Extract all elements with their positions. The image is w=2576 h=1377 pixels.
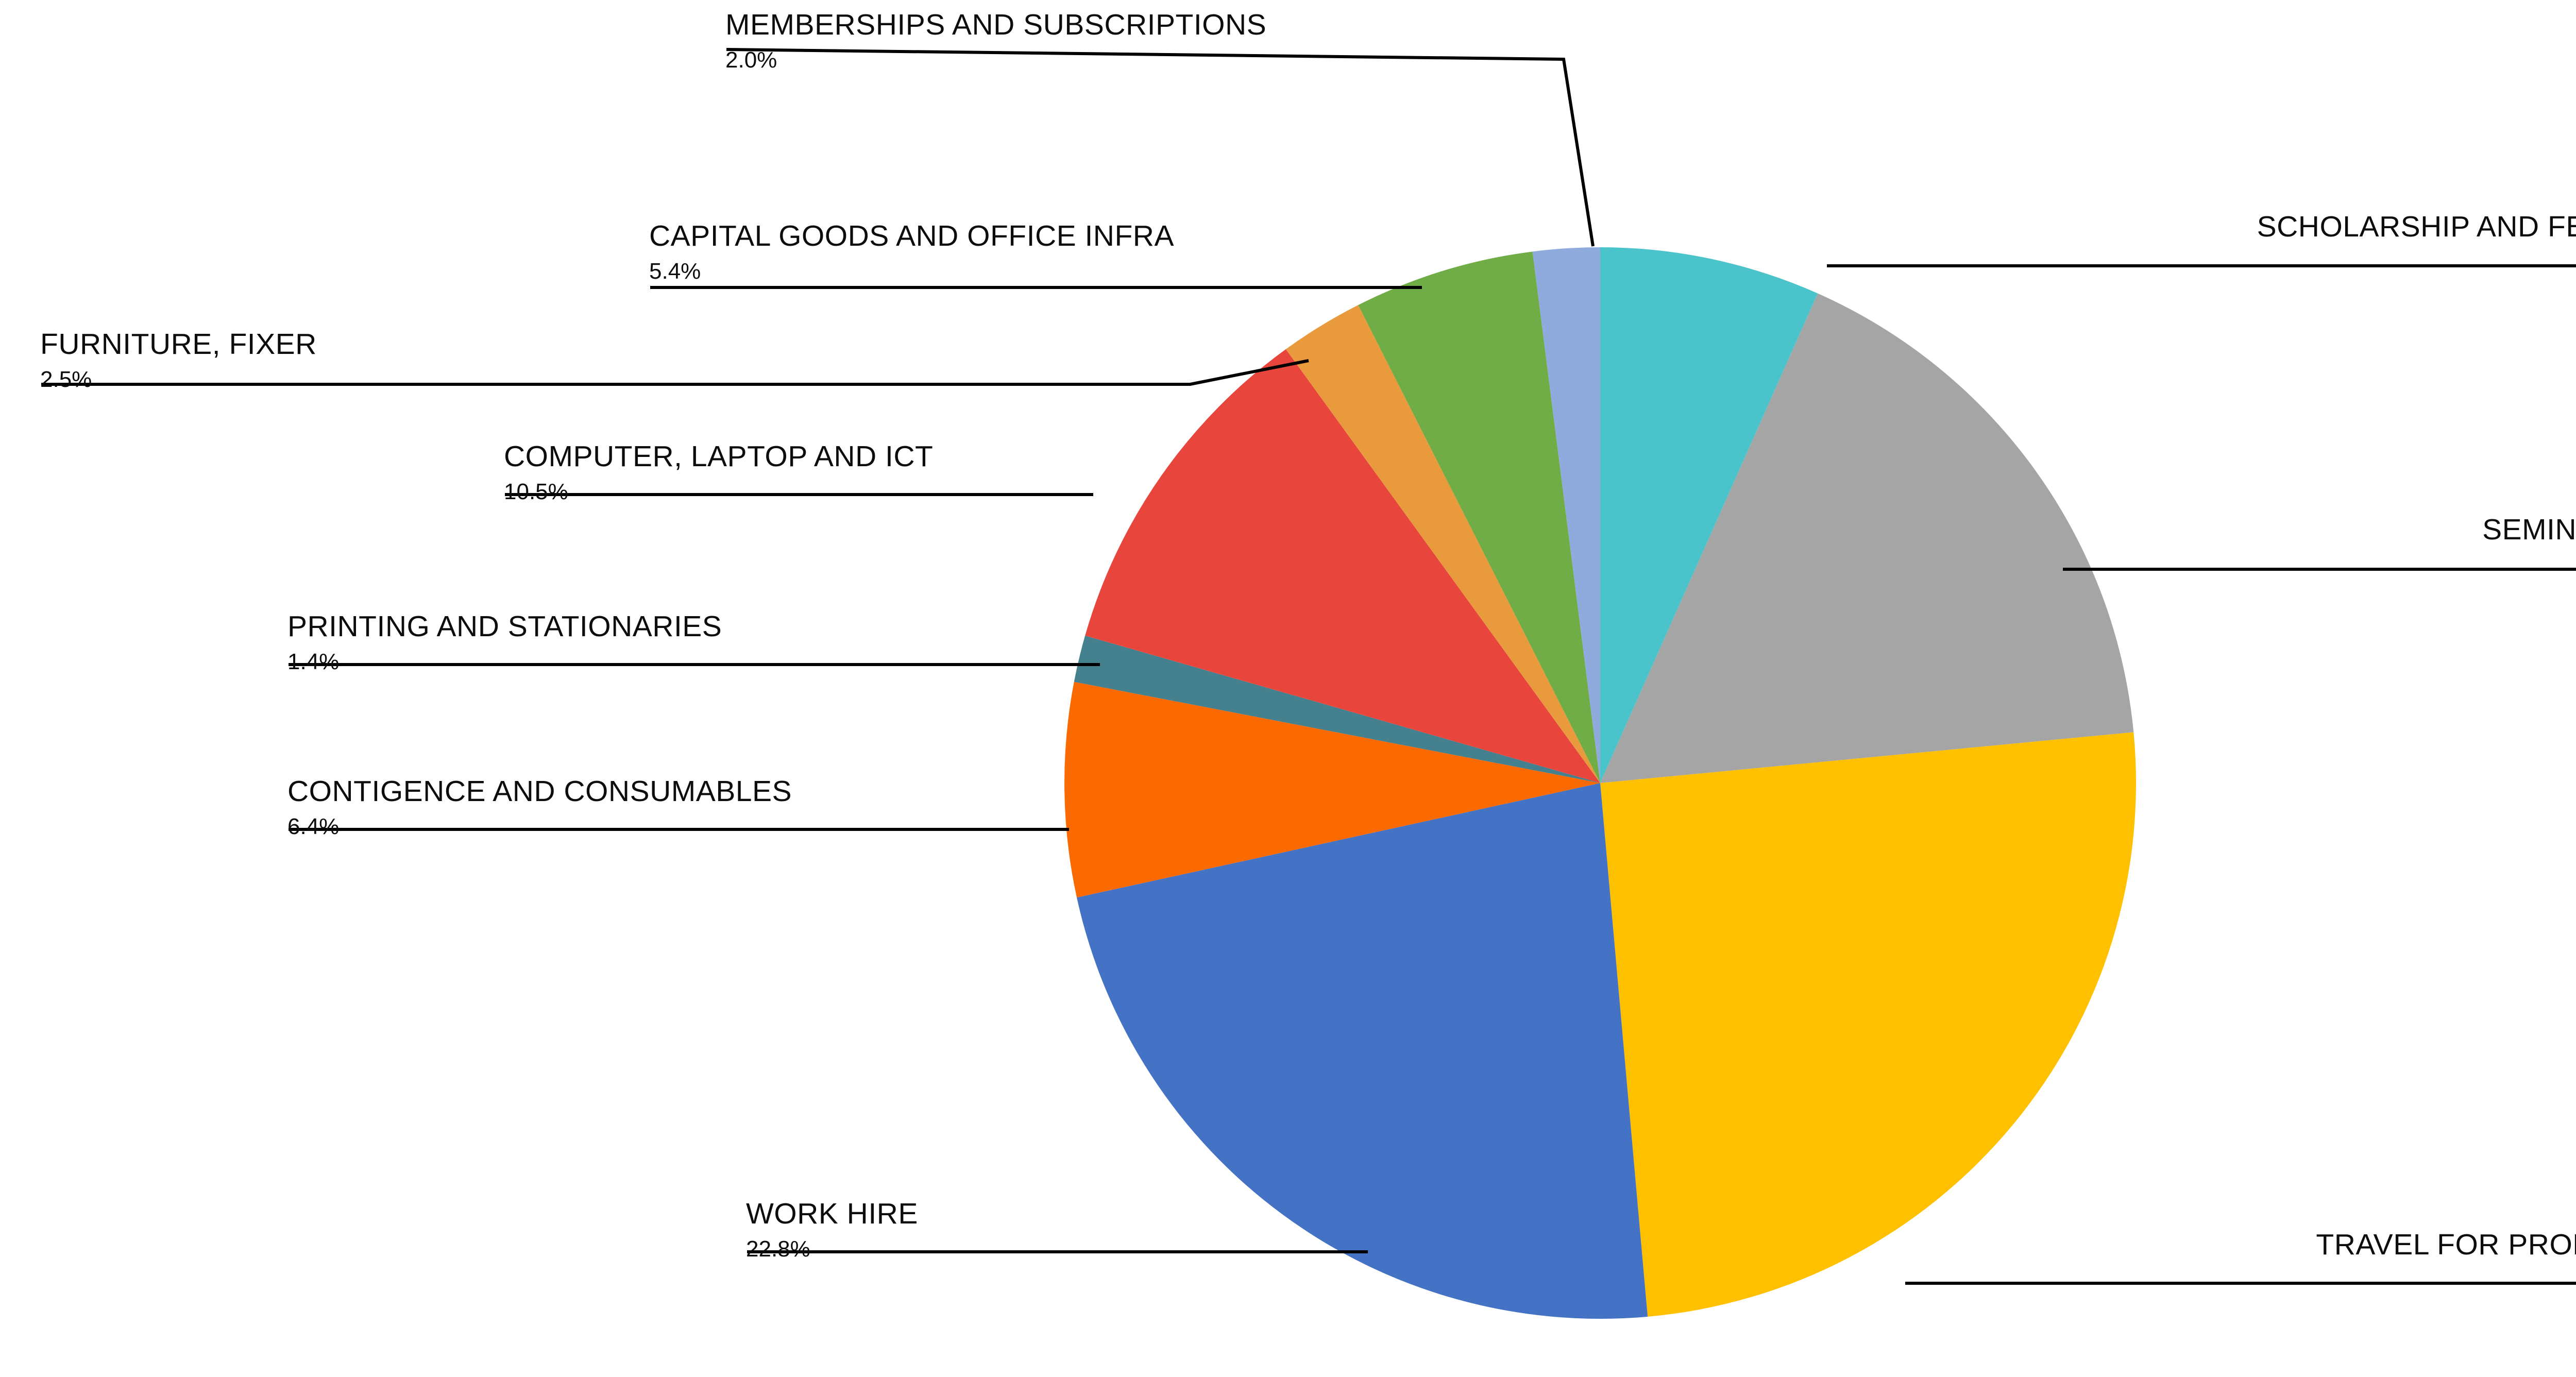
label-work-hire-percent: 22.8% bbox=[746, 1236, 810, 1262]
label-travel: TRAVEL FOR PROMOTION OF INTERNATIONAL RE… bbox=[2316, 1230, 2576, 1291]
label-computer: COMPUTER, LAPTOP AND ICT 10.5% bbox=[504, 442, 933, 503]
label-capital-goods-percent: 5.4% bbox=[649, 259, 701, 284]
label-capital-goods: CAPITAL GOODS AND OFFICE INFRA 5.4% bbox=[649, 222, 1174, 283]
leader-line-furniture bbox=[41, 359, 1309, 386]
label-printing-percent: 1.4% bbox=[287, 649, 340, 674]
label-printing: PRINTING AND STATIONARIES 1.4% bbox=[287, 612, 722, 673]
pie-slice[interactable] bbox=[1085, 349, 1600, 783]
label-contigence-category: CONTIGENCE AND CONSUMABLES bbox=[287, 775, 792, 808]
pie-slice[interactable] bbox=[1358, 251, 1600, 784]
leader-line-memberships bbox=[726, 48, 1595, 247]
label-scholarship: SCHOLARSHIP AND FELLOWSHIP, AWARDS, REWA… bbox=[2257, 212, 2576, 274]
label-computer-category: COMPUTER, LAPTOP AND ICT bbox=[504, 440, 934, 473]
label-contigence: CONTIGENCE AND CONSUMABLES 6.4% bbox=[287, 777, 792, 838]
label-work-hire-category: WORK HIRE bbox=[746, 1197, 918, 1230]
label-furniture-percent: 2.5% bbox=[40, 367, 92, 392]
pie-slice[interactable] bbox=[1064, 682, 1600, 898]
label-seminar-category: SEMINAR, CONFERENCE, EVENTS AND DELE... bbox=[2482, 513, 2576, 546]
label-seminar-percent: 16.7% bbox=[2482, 554, 2576, 576]
pie-slice[interactable] bbox=[1600, 732, 2136, 1317]
leader-line-group bbox=[41, 48, 2576, 1285]
label-travel-percent: 24.9% bbox=[2316, 1269, 2576, 1291]
pie-slice[interactable] bbox=[1285, 305, 1600, 783]
pie-slice[interactable] bbox=[1077, 783, 1648, 1319]
label-memberships: MEMBERSHIPS AND SUBSCRIPTIONS 2.0% bbox=[725, 10, 1266, 72]
label-scholarship-category: SCHOLARSHIP AND FELLOWSHIP, AWARDS, REWA… bbox=[2257, 210, 2576, 243]
pie-slice[interactable] bbox=[1600, 247, 1818, 783]
label-memberships-percent: 2.0% bbox=[725, 47, 777, 73]
label-contigence-percent: 6.4% bbox=[287, 814, 340, 839]
label-furniture-category: FURNITURE, FIXER bbox=[40, 328, 317, 361]
pie-slice[interactable] bbox=[1532, 247, 1600, 783]
label-work-hire: WORK HIRE 22.8% bbox=[746, 1199, 918, 1261]
label-memberships-category: MEMBERSHIPS AND SUBSCRIPTIONS bbox=[725, 8, 1267, 41]
label-furniture: FURNITURE, FIXER 2.5% bbox=[40, 330, 317, 391]
label-seminar: SEMINAR, CONFERENCE, EVENTS AND DELE... … bbox=[2482, 515, 2576, 576]
label-printing-category: PRINTING AND STATIONARIES bbox=[287, 610, 722, 643]
label-scholarship-percent: 6.6% bbox=[2257, 251, 2576, 274]
pie-slice[interactable] bbox=[1074, 635, 1600, 783]
pie-slice-group bbox=[1064, 247, 2136, 1319]
pie-slice[interactable] bbox=[1600, 293, 2134, 783]
label-travel-category: TRAVEL FOR PROMOTION OF INTERNATIONAL RE… bbox=[2316, 1228, 2576, 1261]
label-capital-goods-category: CAPITAL GOODS AND OFFICE INFRA bbox=[649, 219, 1174, 252]
label-computer-percent: 10.5% bbox=[504, 479, 568, 504]
